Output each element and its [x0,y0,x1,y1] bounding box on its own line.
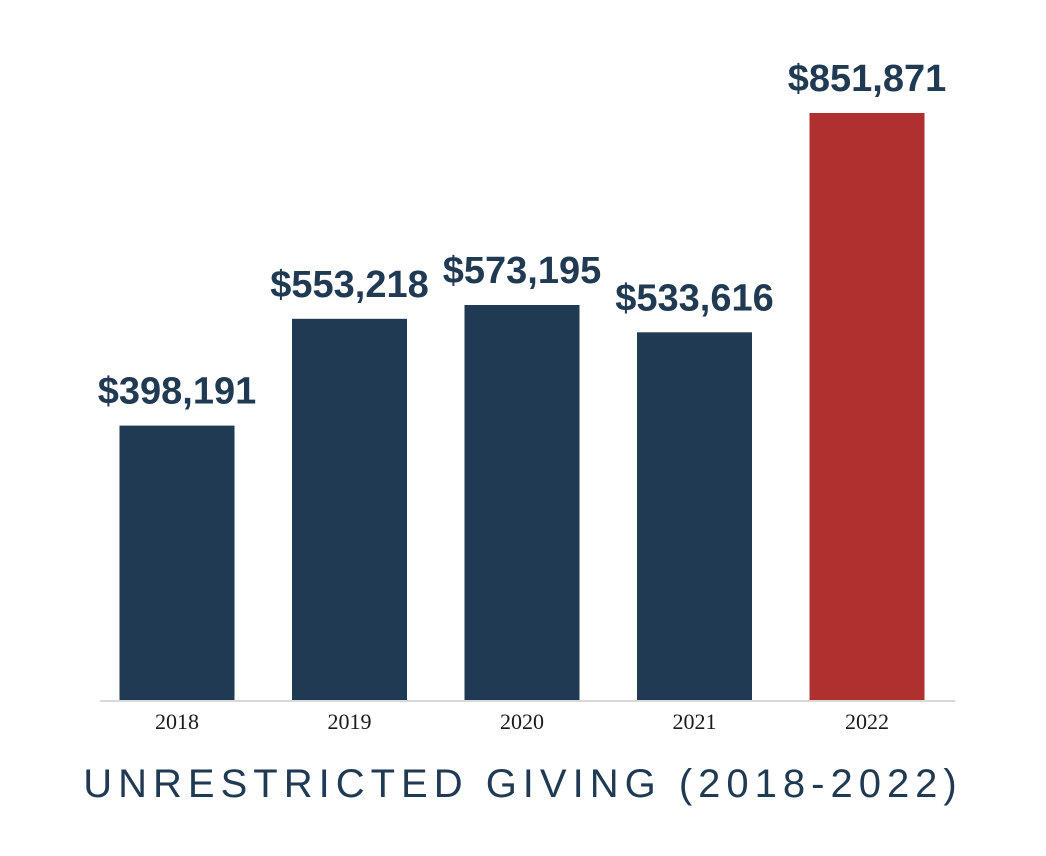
bar-2021 [637,332,752,700]
value-label-2019: $553,218 [270,264,429,306]
x-tick-labels-group: 2018 2019 2020 2021 2022 [155,709,889,734]
x-tick-label-2022: 2022 [845,709,889,734]
value-label-2021: $533,616 [615,277,774,319]
bar-2022 [809,113,925,700]
value-label-2018: $398,191 [98,371,257,413]
value-labels-group: $398,191 $553,218 $573,195 $533,616 $851,871 [98,58,947,413]
bar-2018 [119,425,235,700]
value-label-2020: $573,195 [443,250,602,292]
value-label-2022: $851,871 [788,58,947,100]
chart-title: UNRESTRICTED GIVING (2018-2022) [83,762,963,806]
x-tick-label-2020: 2020 [500,709,544,734]
bar-2019 [292,318,407,700]
bars-group [119,113,925,700]
bar-2020 [464,305,580,700]
x-tick-label-2021: 2021 [673,709,717,734]
x-tick-label-2018: 2018 [155,709,199,734]
x-tick-label-2019: 2019 [328,709,372,734]
